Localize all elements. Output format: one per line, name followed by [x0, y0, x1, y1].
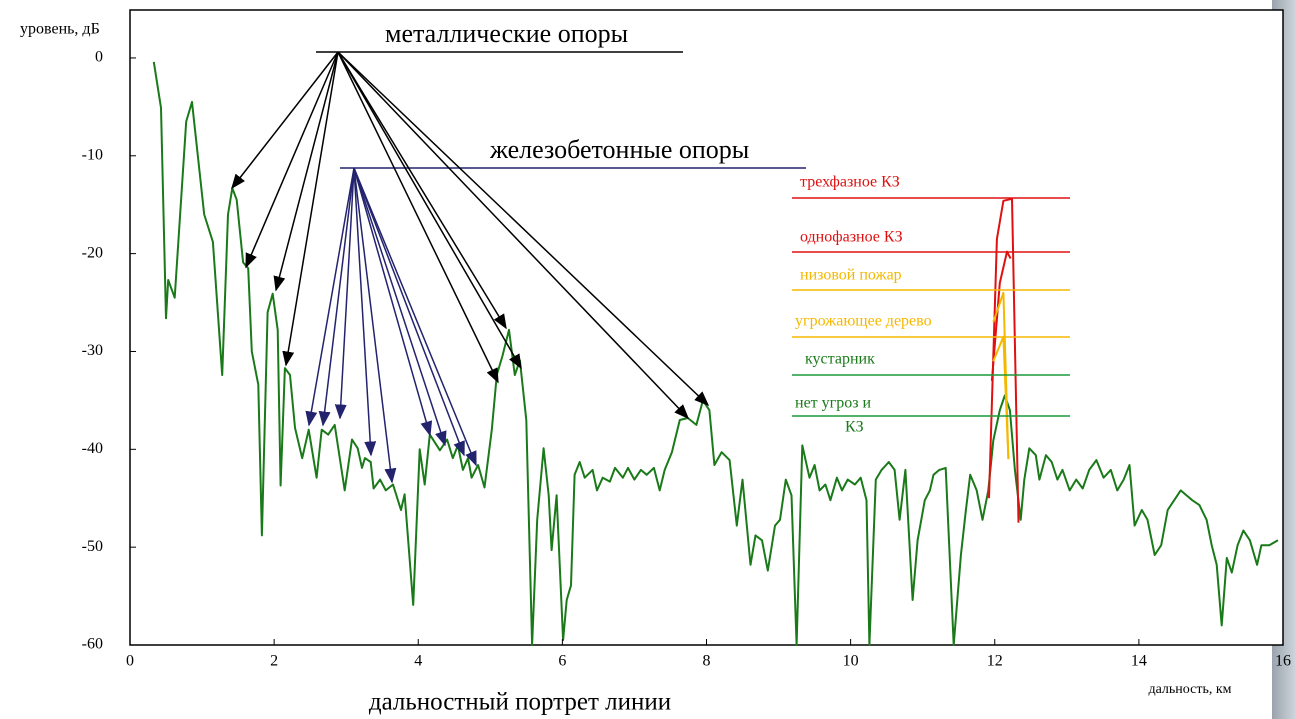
y-tick-label: -40 [82, 440, 103, 457]
x-tick-label: 16 [1275, 653, 1291, 670]
x-axis-label: дальность, км [1148, 682, 1231, 697]
x-tick-label: 0 [126, 653, 134, 670]
threshold-label: низовой пожар [800, 267, 902, 284]
concrete-arrows [305, 167, 477, 484]
x-tick-label: 6 [558, 653, 566, 670]
annotation: металлические опоры [385, 19, 628, 48]
threshold-label: однофазное КЗ [800, 229, 903, 246]
data-line [990, 250, 1012, 381]
y-axis-label: уровень, дБ [20, 21, 100, 38]
x-tick-label: 14 [1131, 653, 1147, 670]
y-tick-label: 0 [95, 49, 103, 66]
x-tick-label: 4 [414, 653, 422, 670]
y-tick-label: -50 [82, 538, 103, 555]
threshold-label: нет угроз и [795, 395, 872, 412]
x-tick-label: 2 [270, 653, 278, 670]
threshold-lines [792, 197, 1070, 417]
y-tick-label: -60 [82, 636, 103, 653]
y-tick-label: -10 [82, 146, 103, 163]
threshold-label: кустарник [805, 351, 875, 368]
threshold-label: угрожающее дерево [795, 313, 932, 330]
metal-arrows [231, 51, 710, 420]
data-line [152, 61, 1279, 646]
plot-frame [129, 9, 1284, 646]
threshold-label: КЗ [845, 419, 864, 436]
chart-title: дальностный портрет линии [369, 689, 671, 716]
x-tick-label: 12 [987, 653, 1003, 670]
annotation: железобетонные опоры [489, 135, 749, 164]
x-tick-label: 8 [703, 653, 711, 670]
y-tick-label: -20 [82, 244, 103, 261]
x-tick-label: 10 [843, 653, 859, 670]
data-line [988, 197, 1020, 523]
y-tick-label: -30 [82, 342, 103, 359]
threshold-label: трехфазное КЗ [800, 174, 900, 191]
